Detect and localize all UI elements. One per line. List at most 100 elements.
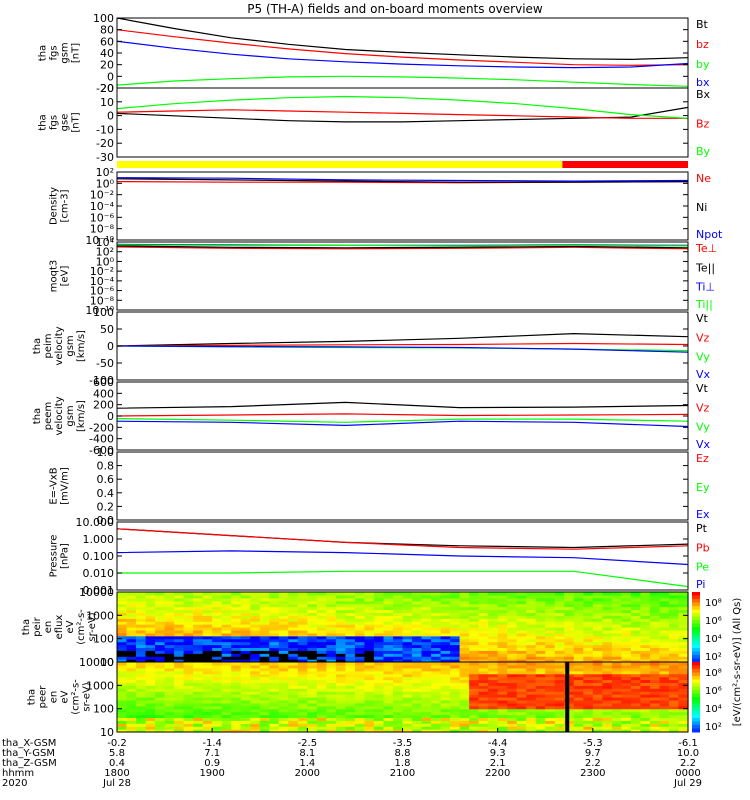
spectrogram-cell bbox=[307, 615, 318, 619]
spectrogram-cell bbox=[316, 618, 327, 622]
spectrogram-cell bbox=[345, 647, 356, 651]
spectrogram-cell bbox=[117, 627, 128, 631]
spectrogram-cell bbox=[231, 726, 242, 730]
spectrogram-cell bbox=[431, 656, 442, 660]
spectrogram-cell bbox=[307, 618, 318, 622]
y-tick-label: 0.4 bbox=[97, 487, 115, 500]
spectrogram-cell bbox=[364, 720, 375, 724]
spectrogram-cell bbox=[668, 679, 680, 684]
spectrogram-cell bbox=[573, 670, 584, 675]
spectrogram-cell bbox=[136, 656, 147, 660]
spectrogram-cell bbox=[564, 615, 575, 619]
spectrogram-cell bbox=[155, 662, 166, 666]
spectrogram-cell bbox=[117, 653, 128, 657]
spectrogram-cell bbox=[507, 691, 518, 695]
spectrogram-cell bbox=[354, 659, 366, 663]
spectrogram-cell bbox=[459, 592, 470, 596]
spectrogram-cell bbox=[640, 635, 651, 640]
spectrogram-cell bbox=[526, 644, 537, 649]
spectrogram-cell bbox=[402, 670, 413, 675]
spectrogram-cell bbox=[126, 720, 137, 724]
spectrogram-cell bbox=[554, 656, 565, 660]
spectrogram-cell bbox=[564, 627, 575, 631]
spectrogram-cell bbox=[183, 603, 194, 608]
spectrogram-cell bbox=[373, 688, 385, 692]
spectrogram-cell bbox=[364, 612, 375, 616]
spectrogram-cell bbox=[630, 664, 642, 669]
spectrogram-cell bbox=[488, 618, 499, 622]
spectrogram-cell bbox=[354, 606, 366, 611]
spectrogram-cell bbox=[145, 624, 156, 628]
spectrogram-cell bbox=[678, 606, 689, 611]
spectrogram-cell bbox=[526, 603, 537, 608]
spectrogram-cell bbox=[373, 600, 385, 605]
spectrogram-cell bbox=[164, 647, 175, 651]
spectrogram-cell bbox=[136, 662, 147, 666]
spectrogram-cell bbox=[269, 697, 280, 701]
spectrogram-cell bbox=[278, 708, 289, 713]
spectrogram-cell bbox=[469, 644, 480, 649]
spectrogram-cell bbox=[297, 618, 308, 622]
spectrogram-cell bbox=[307, 688, 318, 692]
spectrogram-cell bbox=[259, 659, 270, 663]
spectrogram-cell bbox=[678, 664, 689, 669]
spectrogram-cell bbox=[259, 711, 270, 716]
spectrogram-cell bbox=[516, 670, 527, 675]
spectrogram-cell bbox=[326, 606, 337, 611]
y-tick-label: 1000 bbox=[86, 679, 114, 692]
spectrogram-cell bbox=[497, 618, 508, 622]
spectrogram-cell bbox=[602, 653, 613, 657]
spectrogram-cell bbox=[250, 627, 261, 631]
panel-frame bbox=[116, 381, 689, 451]
spectrogram-cell bbox=[202, 621, 213, 625]
colorbar-swatch bbox=[692, 606, 700, 610]
spectrogram-cell bbox=[621, 659, 632, 663]
spectrogram-cell bbox=[136, 621, 147, 625]
spectrogram-cell bbox=[678, 615, 689, 619]
spectrogram-cell bbox=[212, 699, 223, 704]
spectrogram-cell bbox=[335, 597, 346, 602]
spectrogram-cell bbox=[288, 670, 299, 675]
spectrogram-cell bbox=[649, 632, 661, 637]
spectrogram-cell bbox=[278, 694, 289, 698]
spectrogram-cell bbox=[126, 641, 137, 646]
spectrogram-cell bbox=[231, 618, 242, 622]
spectrogram-cell bbox=[421, 609, 432, 614]
spectrogram-cell bbox=[231, 592, 242, 596]
spectrogram-cell bbox=[345, 650, 356, 654]
spectrogram-cell bbox=[269, 659, 280, 663]
spectrogram-cell bbox=[354, 650, 366, 654]
spectrogram-cell bbox=[240, 629, 251, 634]
spectrogram-cell bbox=[354, 635, 366, 640]
spectrogram-cell bbox=[602, 711, 613, 716]
spectrogram-cell bbox=[316, 720, 327, 724]
spectrogram-cell bbox=[126, 717, 137, 721]
spectrogram-cell bbox=[164, 702, 175, 707]
spectrogram-cell bbox=[564, 723, 575, 727]
y-tick-label: 10 bbox=[100, 726, 114, 739]
spectrogram-cell bbox=[373, 694, 385, 698]
spectrogram-cell bbox=[440, 702, 451, 707]
spectrogram-cell bbox=[364, 673, 375, 678]
spectrogram-cell bbox=[659, 638, 670, 643]
y-axis-label: peim bbox=[43, 333, 54, 358]
spectrogram-cell bbox=[602, 694, 613, 698]
spectrogram-cell bbox=[573, 720, 584, 724]
spectrogram-cell bbox=[231, 699, 242, 704]
spectrogram-cell bbox=[117, 632, 128, 637]
spectrogram-cell bbox=[383, 618, 394, 622]
spectrogram-cell bbox=[183, 726, 194, 730]
spectrogram-cell bbox=[545, 670, 556, 675]
colorbar-swatch bbox=[692, 620, 700, 624]
spectrogram-cell bbox=[412, 702, 423, 707]
spectrogram-cell bbox=[450, 664, 461, 669]
spectrogram-cell bbox=[288, 717, 299, 721]
spectrogram-cell bbox=[640, 624, 651, 628]
spectrogram-cell bbox=[183, 650, 194, 654]
spectrogram-cell bbox=[678, 697, 689, 701]
spectrogram-cell bbox=[431, 650, 442, 654]
spectrogram-cell bbox=[364, 627, 375, 631]
spectrogram-cell bbox=[345, 618, 356, 622]
spectrogram-cell bbox=[117, 635, 128, 640]
spectrogram-cell bbox=[364, 714, 375, 719]
